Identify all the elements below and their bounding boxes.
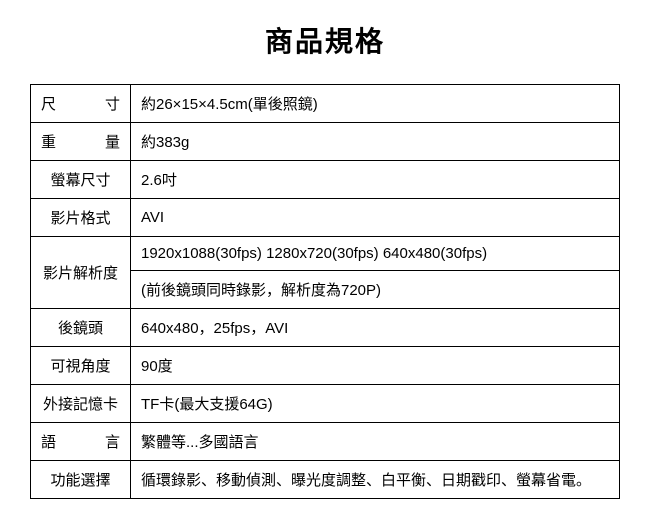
spec-label-screen-size: 螢幕尺寸 [31,161,131,199]
table-row: 後鏡頭 640x480，25fps，AVI [31,309,620,347]
spec-value-view-angle: 90度 [131,347,620,385]
spec-value-resolution-1: 1920x1088(30fps) 1280x720(30fps) 640x480… [131,237,620,271]
spec-label-dimensions: 尺寸 [31,85,131,123]
spec-value-dimensions: 約26×15×4.5cm(單後照鏡) [131,85,620,123]
page-title: 商品規格 [30,20,620,60]
spec-label-language: 語言 [31,423,131,461]
spec-value-video-format: AVI [131,199,620,237]
spec-label-weight: 重量 [31,123,131,161]
table-row: 螢幕尺寸 2.6吋 [31,161,620,199]
spec-value-rear-lens: 640x480，25fps，AVI [131,309,620,347]
spec-value-features: 循環錄影、移動偵測、曝光度調整、白平衡、日期戳印、螢幕省電。 [131,461,620,499]
spec-value-memory-card: TF卡(最大支援64G) [131,385,620,423]
spec-table: 尺寸 約26×15×4.5cm(單後照鏡) 重量 約383g 螢幕尺寸 2.6吋… [30,84,620,499]
spec-label-rear-lens: 後鏡頭 [31,309,131,347]
spec-label-features: 功能選擇 [31,461,131,499]
spec-container: 商品規格 尺寸 約26×15×4.5cm(單後照鏡) 重量 約383g 螢幕尺寸… [0,0,650,499]
spec-label-view-angle: 可視角度 [31,347,131,385]
table-row: 影片格式 AVI [31,199,620,237]
spec-label-memory-card: 外接記憶卡 [31,385,131,423]
spec-label-video-format: 影片格式 [31,199,131,237]
spec-value-language: 繁體等...多國語言 [131,423,620,461]
spec-value-resolution-2: (前後鏡頭同時錄影，解析度為720P) [131,271,620,309]
spec-value-weight: 約383g [131,123,620,161]
spec-label-resolution: 影片解析度 [31,237,131,309]
table-row: 重量 約383g [31,123,620,161]
table-row: 可視角度 90度 [31,347,620,385]
spec-value-screen-size: 2.6吋 [131,161,620,199]
table-row: 外接記憶卡 TF卡(最大支援64G) [31,385,620,423]
table-row: 語言 繁體等...多國語言 [31,423,620,461]
table-row: 影片解析度 1920x1088(30fps) 1280x720(30fps) 6… [31,237,620,271]
table-row: 尺寸 約26×15×4.5cm(單後照鏡) [31,85,620,123]
table-row: 功能選擇 循環錄影、移動偵測、曝光度調整、白平衡、日期戳印、螢幕省電。 [31,461,620,499]
